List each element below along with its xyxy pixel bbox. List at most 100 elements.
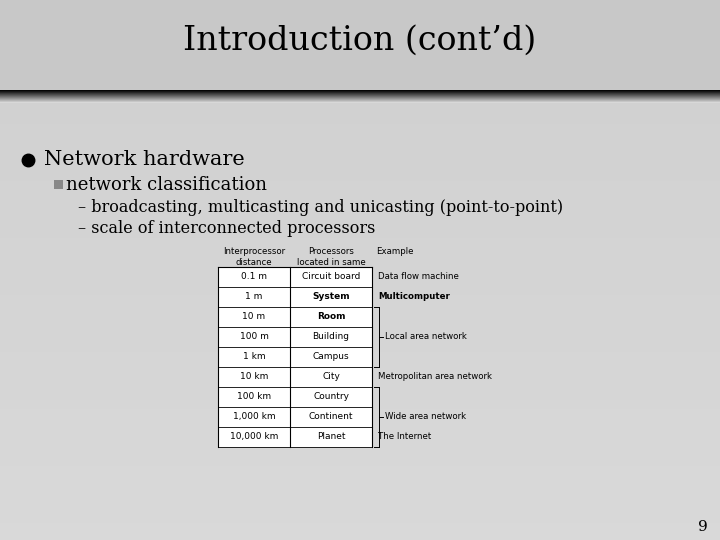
- Bar: [0, 308, 720, 313]
- Bar: [0, 453, 720, 457]
- Bar: [0, 168, 720, 173]
- Bar: [218, 267, 372, 447]
- Bar: [0, 225, 720, 229]
- Bar: [0, 282, 720, 286]
- Bar: [0, 103, 720, 107]
- Bar: [0, 146, 720, 151]
- Bar: [0, 251, 720, 255]
- Text: 10,000 km: 10,000 km: [230, 433, 278, 441]
- Bar: [0, 129, 720, 133]
- Bar: [0, 159, 720, 164]
- Bar: [0, 369, 720, 374]
- Bar: [0, 142, 720, 146]
- Text: Room: Room: [317, 312, 346, 321]
- Text: Processors
located in same: Processors located in same: [297, 247, 365, 267]
- Bar: [0, 396, 720, 400]
- Bar: [0, 444, 720, 448]
- Bar: [0, 151, 720, 155]
- Text: Local area network: Local area network: [385, 332, 467, 341]
- Bar: [0, 304, 720, 308]
- Text: Building: Building: [312, 332, 349, 341]
- Bar: [0, 326, 720, 330]
- Bar: [0, 217, 720, 221]
- Bar: [0, 470, 720, 475]
- Bar: [0, 479, 720, 483]
- Text: Campus: Campus: [312, 352, 349, 361]
- Text: – scale of interconnected processors: – scale of interconnected processors: [78, 220, 375, 237]
- Bar: [0, 475, 720, 479]
- Text: – broadcasting, multicasting and unicasting (point-to-point): – broadcasting, multicasting and unicast…: [78, 199, 563, 216]
- Bar: [0, 181, 720, 186]
- Bar: [0, 321, 720, 326]
- Bar: [0, 295, 720, 299]
- Text: 10 m: 10 m: [243, 312, 266, 321]
- Text: 100 km: 100 km: [237, 393, 271, 401]
- Text: Metropolitan area network: Metropolitan area network: [378, 373, 492, 381]
- Bar: [0, 177, 720, 181]
- Text: Wide area network: Wide area network: [385, 413, 466, 421]
- Bar: [0, 527, 720, 531]
- Bar: [0, 531, 720, 536]
- Bar: [0, 413, 720, 417]
- Bar: [0, 203, 720, 207]
- Bar: [0, 269, 720, 273]
- Text: City: City: [322, 373, 340, 381]
- Bar: [0, 265, 720, 269]
- Text: 9: 9: [698, 520, 708, 534]
- Bar: [0, 133, 720, 138]
- Bar: [0, 361, 720, 365]
- Bar: [0, 496, 720, 501]
- Bar: [0, 155, 720, 159]
- Bar: [0, 509, 720, 514]
- Text: Multicomputer: Multicomputer: [378, 292, 450, 301]
- Bar: [0, 291, 720, 295]
- Bar: [0, 242, 720, 247]
- Bar: [0, 457, 720, 461]
- Bar: [0, 483, 720, 488]
- Bar: [0, 387, 720, 392]
- Bar: [0, 426, 720, 431]
- Text: Continent: Continent: [309, 413, 354, 421]
- Text: Introduction (cont’d): Introduction (cont’d): [184, 25, 536, 57]
- Bar: [0, 299, 720, 304]
- Bar: [0, 343, 720, 348]
- Text: 100 m: 100 m: [240, 332, 269, 341]
- Text: Country: Country: [313, 393, 349, 401]
- Bar: [0, 348, 720, 352]
- Bar: [0, 409, 720, 413]
- Text: System: System: [312, 292, 350, 301]
- Bar: [0, 255, 720, 260]
- Text: 10 km: 10 km: [240, 373, 268, 381]
- Bar: [0, 501, 720, 505]
- Bar: [0, 334, 720, 339]
- Bar: [0, 111, 720, 116]
- Bar: [0, 356, 720, 361]
- Bar: [0, 518, 720, 523]
- Bar: [0, 234, 720, 238]
- Bar: [0, 378, 720, 382]
- Bar: [0, 536, 720, 540]
- Bar: [0, 461, 720, 465]
- Bar: [0, 448, 720, 453]
- Bar: [0, 221, 720, 225]
- Bar: [0, 392, 720, 396]
- Bar: [0, 138, 720, 142]
- Bar: [0, 400, 720, 404]
- Bar: [0, 465, 720, 470]
- Bar: [0, 186, 720, 190]
- Bar: [0, 435, 720, 440]
- Bar: [0, 339, 720, 343]
- Text: Data flow machine: Data flow machine: [378, 272, 459, 281]
- Text: 1 km: 1 km: [243, 352, 265, 361]
- Bar: [0, 212, 720, 217]
- Bar: [0, 230, 720, 234]
- Text: Network hardware: Network hardware: [44, 150, 245, 169]
- Text: Interprocessor
distance: Interprocessor distance: [223, 247, 285, 267]
- Bar: [0, 273, 720, 278]
- Bar: [0, 417, 720, 422]
- Bar: [0, 514, 720, 518]
- Bar: [53, 180, 63, 189]
- Bar: [0, 286, 720, 291]
- Bar: [0, 488, 720, 492]
- Bar: [0, 352, 720, 356]
